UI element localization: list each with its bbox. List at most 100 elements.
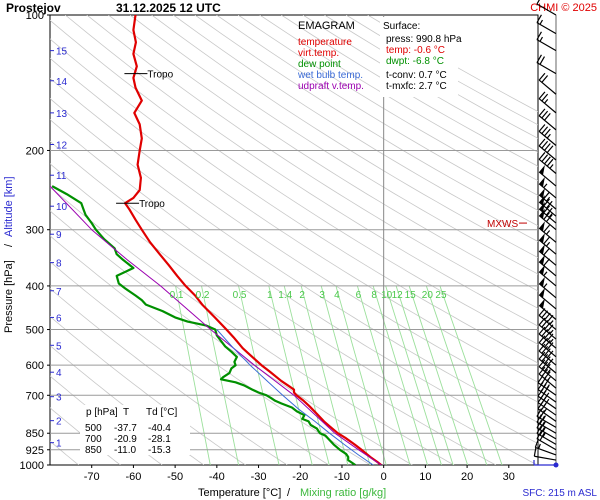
wind-barb bbox=[538, 233, 557, 255]
barb-feather bbox=[541, 369, 549, 377]
wind-barb bbox=[537, 374, 557, 396]
table-header-p: p [hPa] bbox=[86, 407, 118, 418]
barb-staff bbox=[536, 432, 557, 445]
pressure-tick-label: 200 bbox=[26, 145, 44, 157]
barb-half-feather bbox=[546, 384, 550, 390]
legend-virt-temp: virt.temp. bbox=[298, 48, 339, 59]
barb-feather bbox=[543, 398, 550, 407]
table-row-td: -15.3 bbox=[148, 445, 171, 456]
surface-temp: temp: -0.6 °C bbox=[386, 45, 445, 56]
mixing-ratio-line bbox=[395, 285, 454, 465]
table-row-t: -20.9 bbox=[114, 434, 137, 445]
barb-feather bbox=[539, 56, 545, 65]
barb-half-feather bbox=[548, 213, 553, 218]
barb-feather bbox=[541, 75, 549, 83]
barb-pennant bbox=[539, 176, 545, 188]
profile-series bbox=[50, 15, 382, 465]
pressure-tick-label: 100 bbox=[26, 10, 44, 22]
altitude-tick-label: 14 bbox=[56, 77, 68, 88]
barb-feather bbox=[541, 140, 549, 149]
pressure-tick-label: 700 bbox=[26, 390, 44, 402]
station-name: Prostejov bbox=[6, 1, 61, 15]
barb-staff bbox=[537, 395, 557, 410]
wind-barb bbox=[538, 188, 557, 210]
dry-adiabat bbox=[50, 19, 538, 345]
barb-feather bbox=[545, 200, 553, 209]
barb-pennant bbox=[539, 233, 545, 244]
barb-feather bbox=[539, 410, 545, 419]
table-row-p: 500 bbox=[85, 423, 102, 434]
mixing-ratio-labels: 0.1 0.2 0.5 1 1.4 2 3 4 6 8 10 12 15 20 25 bbox=[170, 290, 447, 301]
wind-barb bbox=[538, 366, 557, 389]
surface-info: Surface: press: 990.8 hPa temp: -0.6 °C … bbox=[380, 17, 462, 97]
mixing-ratio-label: 12 bbox=[392, 290, 404, 301]
barb-staff bbox=[536, 438, 557, 451]
altitude-tick-label: 6 bbox=[56, 313, 62, 324]
dry-adiabat bbox=[151, 15, 538, 259]
wind-barb bbox=[538, 138, 557, 161]
barb-pennant bbox=[539, 188, 545, 199]
wind-barb bbox=[538, 221, 557, 243]
sfc-elevation: SFC: 215 m ASL bbox=[523, 488, 598, 499]
tropopause-label: Tropo bbox=[139, 199, 165, 210]
mixing-ratio-label: 1 bbox=[267, 290, 273, 301]
mixing-ratio-label: 15 bbox=[405, 290, 417, 301]
wind-barb bbox=[538, 108, 557, 131]
pressure-tick-label: 400 bbox=[26, 281, 44, 293]
series-temperature bbox=[124, 15, 382, 465]
altitude-tick-label: 3 bbox=[56, 393, 62, 404]
barb-pennant bbox=[539, 298, 545, 309]
barb-staff bbox=[536, 421, 557, 434]
altitude-tick-label: 10 bbox=[56, 202, 68, 213]
mixing-ratio-label: 8 bbox=[371, 290, 377, 301]
barb-half-feather bbox=[543, 271, 548, 277]
barb-feather bbox=[541, 345, 549, 354]
barb-staff bbox=[536, 3, 557, 16]
dry-adiabat bbox=[86, 15, 538, 309]
altitude-tick-label: 1 bbox=[56, 439, 62, 450]
mixing-ratio-label: 6 bbox=[356, 290, 362, 301]
barb-feather bbox=[546, 350, 554, 359]
pressure-tick-label: 300 bbox=[26, 225, 44, 237]
mixing-ratio-line bbox=[439, 285, 503, 465]
temperature-tick-label: 20 bbox=[461, 471, 473, 483]
barb-feather bbox=[538, 108, 546, 117]
mixing-ratio-line bbox=[408, 285, 469, 465]
barb-feather bbox=[541, 126, 549, 135]
barb-feather bbox=[546, 342, 554, 350]
barb-feather bbox=[543, 198, 550, 207]
mixing-ratio-line bbox=[335, 285, 387, 465]
barb-staff bbox=[536, 427, 557, 440]
barb-feather bbox=[536, 54, 542, 63]
table-row-t: -37.7 bbox=[114, 423, 137, 434]
barb-pennant bbox=[539, 276, 545, 287]
barb-half-feather bbox=[543, 283, 548, 288]
barb-feather bbox=[544, 339, 551, 348]
barb-pennant bbox=[539, 254, 545, 265]
barb-staff bbox=[537, 382, 557, 396]
barb-feather bbox=[543, 247, 550, 256]
pressure-tick-label: 850 bbox=[26, 428, 44, 440]
altitude-tick-label: 15 bbox=[56, 47, 68, 58]
temperature-tick-label: 10 bbox=[419, 471, 431, 483]
barb-staff bbox=[538, 271, 557, 287]
table-row-p: 850 bbox=[85, 445, 102, 456]
barb-pennant bbox=[539, 202, 545, 213]
pressure-tick-labels: 100 200 300 400 500 600 700 850 925 1000 bbox=[20, 10, 50, 472]
wind-barbs bbox=[533, 0, 559, 468]
barb-pennant bbox=[539, 244, 545, 255]
x-axis-mixing-label: Mixing ratio [g/kg] bbox=[300, 487, 386, 499]
barb-half-feather bbox=[542, 426, 547, 432]
barb-feather bbox=[546, 158, 554, 167]
table-header-t: T bbox=[123, 407, 129, 418]
barb-half-feather bbox=[545, 196, 551, 202]
altitude-tick-label: 12 bbox=[56, 141, 68, 152]
y-axis-altitude-label: Altitude [km] bbox=[3, 176, 15, 237]
legend-temperature: temperature bbox=[298, 37, 352, 48]
barb-feather bbox=[544, 156, 551, 165]
altitude-tick-label: 13 bbox=[56, 109, 68, 120]
barb-feather bbox=[536, 0, 540, 5]
temperature-tick-label: -60 bbox=[125, 471, 141, 483]
